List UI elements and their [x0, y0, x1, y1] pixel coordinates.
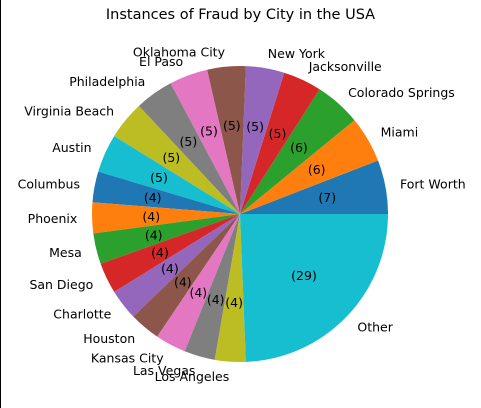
- value-label-virginia-beach: (5): [162, 150, 180, 165]
- category-label-colorado-springs: Colorado Springs: [348, 85, 455, 100]
- chart-title: Instances of Fraud by City in the USA: [105, 7, 376, 23]
- category-label-miami: Miami: [381, 124, 419, 139]
- category-label-philadelphia: Philadelphia: [69, 74, 145, 89]
- category-label-oklahoma-city: Oklahoma City: [133, 44, 226, 59]
- category-label-las-vegas: Las Vegas: [133, 363, 196, 378]
- pie-slice-phoenix: [92, 202, 240, 234]
- pie-slice-austin: [98, 136, 241, 214]
- category-label-san-diego: San Diego: [29, 277, 93, 292]
- category-label-fort-worth: Fort Worth: [400, 177, 466, 192]
- category-label-kansas-city: Kansas City: [91, 350, 164, 365]
- category-label-mesa: Mesa: [49, 245, 82, 260]
- category-label-charlotte: Charlotte: [53, 306, 111, 321]
- value-label-san-diego: (4): [151, 245, 169, 260]
- category-labels: Fort Worth Miami Colorado Springs Jacksonvi…: [18, 44, 466, 384]
- pie-slice-jacksonville: [240, 72, 320, 214]
- value-label-houston: (4): [174, 274, 192, 289]
- value-label-other: (29): [291, 268, 317, 283]
- category-label-el-paso: El Paso: [139, 54, 183, 69]
- figure-border: [0, 0, 1, 408]
- pie-slice-oklahoma-city: [207, 66, 246, 214]
- value-label-mesa: (4): [145, 227, 163, 242]
- category-label-new-york: New York: [268, 46, 326, 61]
- pie-slice-houston: [133, 214, 240, 337]
- pie-slice-los-angeles: [214, 214, 246, 362]
- pie-slice-philadelphia: [138, 83, 240, 215]
- pie-slice-las-vegas: [184, 214, 240, 360]
- category-label-jacksonville: Jacksonville: [308, 59, 382, 74]
- pie-slice-other: [240, 214, 389, 362]
- category-label-los-angeles: Los Angeles: [155, 369, 230, 384]
- value-label-fort-worth: (7): [318, 190, 336, 205]
- value-label-miami: (6): [308, 162, 326, 177]
- category-label-houston: Houston: [83, 331, 135, 346]
- value-label-kansas-city: (4): [189, 285, 207, 300]
- value-label-columbus: (4): [144, 190, 162, 205]
- pie-slice-el-paso: [170, 69, 240, 215]
- value-labels: (7)(6)(6)(5)(5)(5)(5)(5)(5)(5)(4)(4)(4)(…: [142, 118, 336, 310]
- value-label-charlotte: (4): [161, 261, 179, 276]
- value-label-las-vegas: (4): [207, 292, 225, 307]
- pie-slice-mesa: [93, 214, 240, 264]
- value-label-phoenix: (4): [142, 209, 160, 224]
- pie-slice-virginia-beach: [114, 105, 240, 214]
- value-label-colorado-springs: (6): [290, 140, 308, 155]
- value-label-los-angeles: (4): [225, 295, 243, 310]
- pie-slice-charlotte: [114, 214, 240, 317]
- category-label-columbus: Columbus: [18, 177, 80, 192]
- pie-slice-kansas-city: [157, 214, 240, 352]
- value-label-austin: (5): [150, 170, 168, 185]
- category-label-other: Other: [357, 319, 393, 334]
- pie-slice-columbus: [92, 171, 240, 214]
- category-label-phoenix: Phoenix: [28, 211, 78, 226]
- value-label-philadelphia: (5): [180, 134, 198, 149]
- value-label-oklahoma-city: (5): [223, 118, 241, 133]
- value-label-jacksonville: (5): [269, 126, 287, 141]
- category-label-virginia-beach: Virginia Beach: [24, 103, 114, 118]
- value-label-el-paso: (5): [200, 123, 218, 138]
- pie-slice-colorado-springs: [240, 89, 355, 214]
- pie-slice-fort-worth: [240, 160, 388, 214]
- value-label-new-york: (5): [246, 119, 264, 134]
- pie-slice-san-diego: [100, 214, 240, 292]
- pie-slices: [92, 66, 389, 362]
- pie-slice-miami: [240, 120, 379, 214]
- pie-slice-new-york: [240, 66, 285, 214]
- category-label-austin: Austin: [52, 140, 91, 155]
